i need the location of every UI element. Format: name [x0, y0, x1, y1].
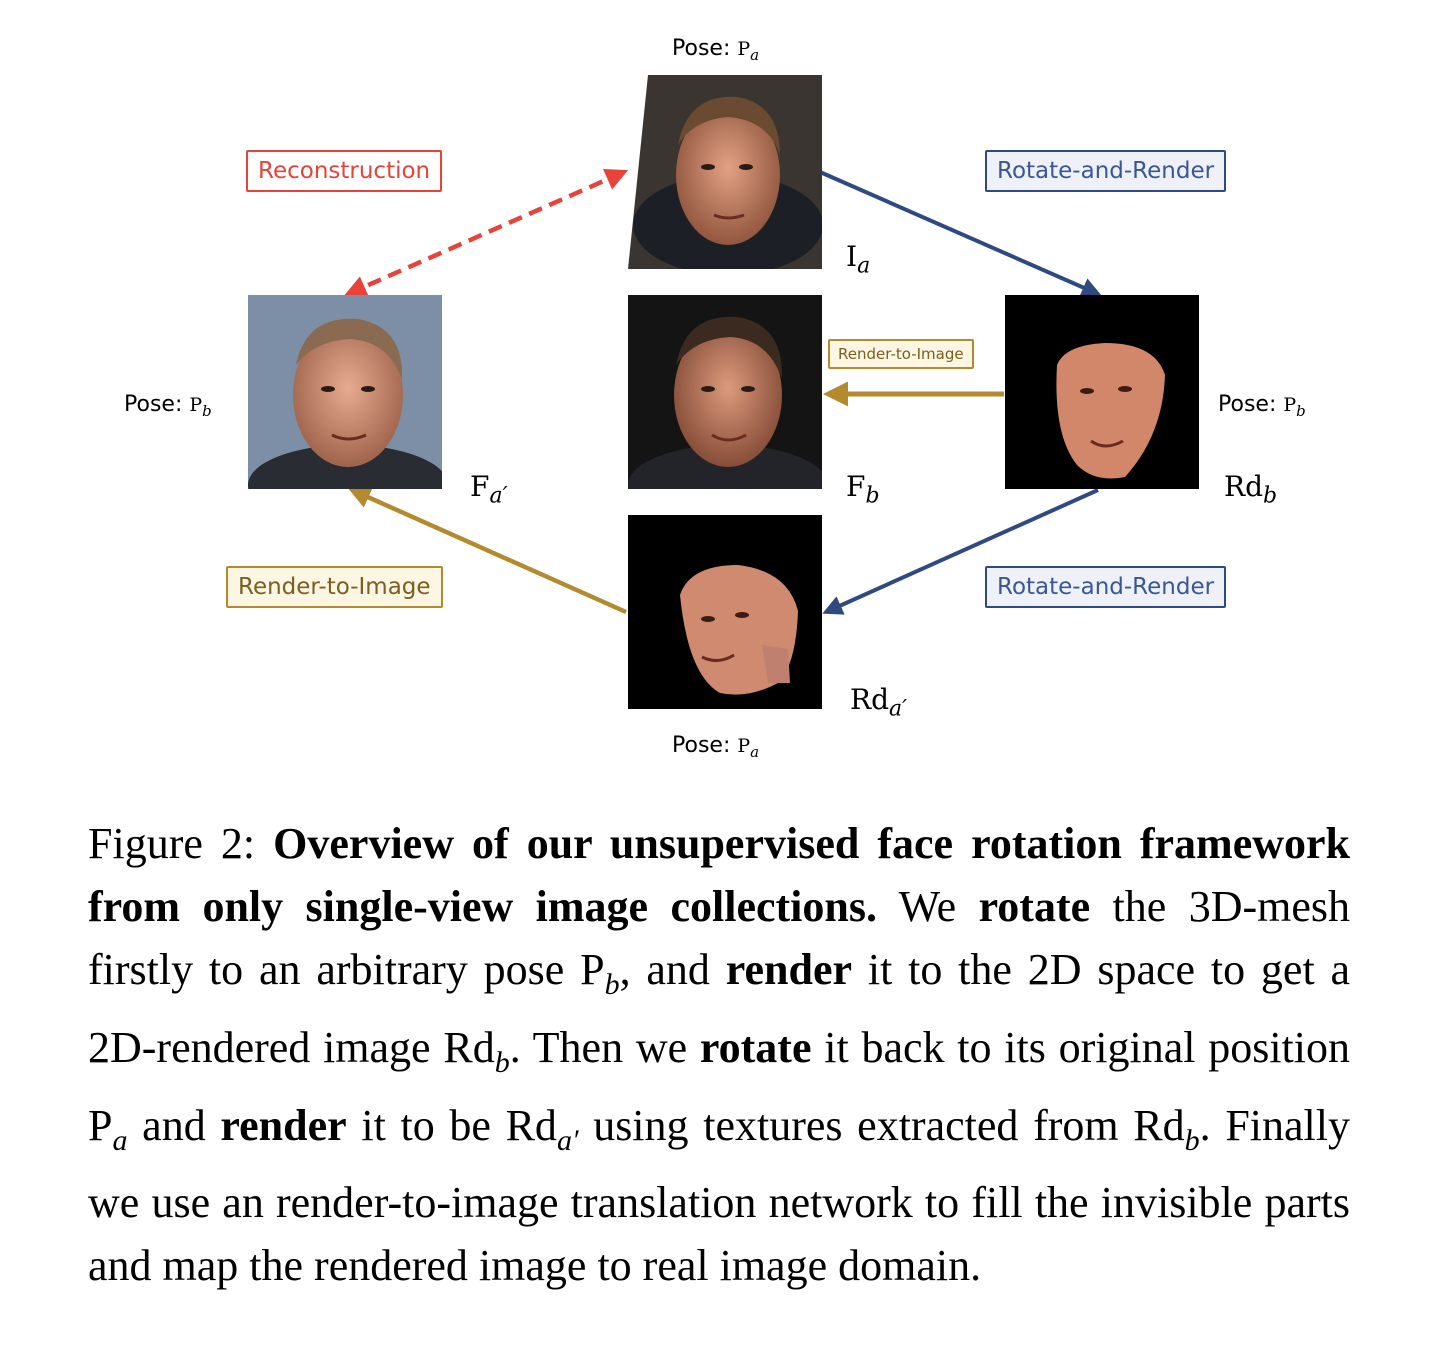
caption-title: Overview of our unsupervised face rotati…: [88, 819, 1351, 931]
rotate-render-arrow-bottom: [822, 488, 1099, 615]
face-image-ia: [628, 75, 822, 269]
render-image-rda-prime: [628, 515, 822, 709]
render-to-image-arrow-bottom: [347, 487, 627, 615]
reconstruction-arrow: [343, 168, 629, 298]
reconstruction-tag: Reconstruction: [246, 150, 443, 192]
render-to-image-tag-middle: Render-to-Image: [828, 339, 974, 369]
pose-label-bottom: Pose: Pa: [672, 733, 760, 761]
symbol-fa-prime: Fa′: [470, 470, 508, 509]
render-to-image-tag-bottom: Render-to-Image: [226, 566, 443, 608]
rotate-and-render-tag-top: Rotate-and-Render: [985, 150, 1227, 192]
figure-caption: Figure 2: Overview of our unsupervised f…: [88, 819, 1351, 1291]
symbol-rda-prime: Rda′: [850, 683, 908, 722]
arrows-layer: [343, 168, 1102, 615]
symbol-rdb: Rdb: [1224, 470, 1278, 509]
pose-label-right: Pose: Pb: [1218, 392, 1306, 420]
pose-label-top: Pose: Pa: [672, 36, 760, 64]
symbol-ia: Ia: [846, 240, 871, 279]
rotate-and-render-tag-bottom: Rotate-and-Render: [985, 566, 1227, 608]
face-image-fb: [628, 295, 822, 489]
pose-label-left: Pose: Pb: [124, 392, 212, 420]
figure-diagram: Pose: Pa Pose: Pb Pose: Pb Pose: Pa Ia F…: [124, 36, 1306, 761]
face-image-fa-prime: [248, 295, 442, 489]
caption-prefix: Figure 2:: [88, 819, 256, 868]
symbol-fb: Fb: [846, 470, 880, 509]
rotate-render-arrow-top: [819, 170, 1102, 297]
render-image-rdb: [1005, 295, 1199, 489]
